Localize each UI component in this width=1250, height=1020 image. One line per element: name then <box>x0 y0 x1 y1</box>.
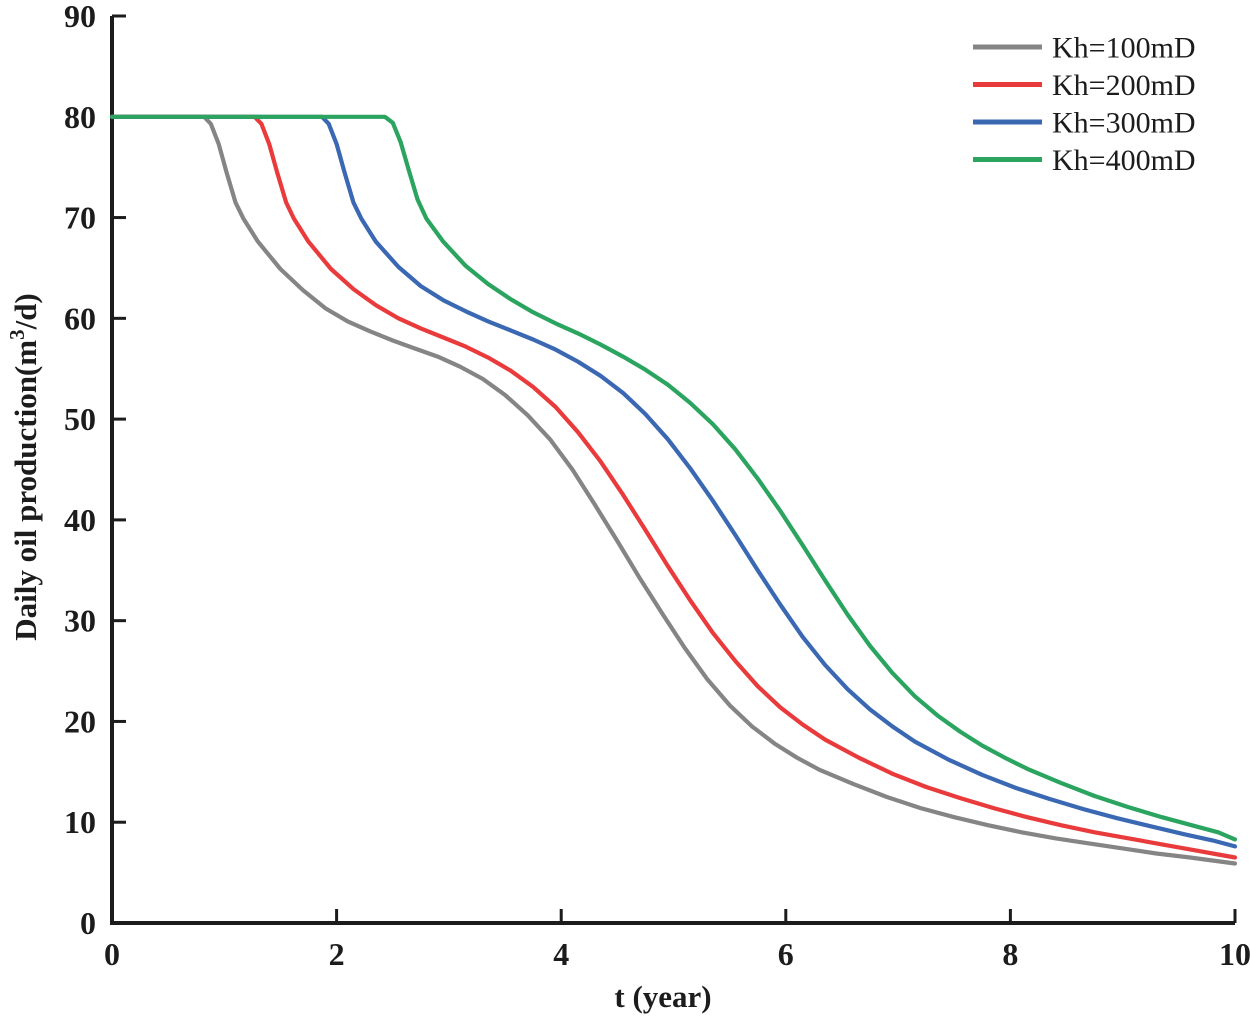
y-tick-label-90: 90 <box>64 0 96 34</box>
legend-item-kh-400md: Kh=400mD <box>973 144 1196 177</box>
x-tick-label-2: 2 <box>329 936 345 972</box>
x-tick-label-4: 4 <box>553 936 569 972</box>
legend-item-kh-200md: Kh=200mD <box>973 69 1196 102</box>
y-tick-label-40: 40 <box>64 502 96 538</box>
legend-label-kh-400md: Kh=400mD <box>1052 144 1196 177</box>
legend-label-kh-100md: Kh=100mD <box>1052 32 1196 65</box>
legend-item-kh-100md: Kh=100mD <box>973 32 1196 65</box>
series-line-kh-100md <box>109 114 1238 866</box>
series-line-kh-300md <box>109 114 1238 849</box>
y-tick-label-10: 10 <box>64 804 96 840</box>
x-tick-label-10: 10 <box>1219 936 1250 972</box>
y-tick-label-20: 20 <box>64 703 96 739</box>
x-tick-label-8: 8 <box>1002 936 1018 972</box>
y-tick-label-0: 0 <box>80 905 96 941</box>
y-tick-label-60: 60 <box>64 300 96 336</box>
series-line-kh-200md <box>109 114 1238 860</box>
legend-label-kh-200md: Kh=200mD <box>1052 69 1196 102</box>
x-axis-title: t (year) <box>614 979 711 1014</box>
y-tick-label-80: 80 <box>64 99 96 135</box>
legend: Kh=100mD Kh=200mD Kh=300mD Kh=400mD <box>973 32 1196 177</box>
x-tick-label-6: 6 <box>778 936 794 972</box>
legend-item-kh-300md: Kh=300mD <box>973 107 1196 140</box>
y-tick-label-30: 30 <box>64 603 96 639</box>
legend-label-kh-300md: Kh=300mD <box>1052 107 1196 140</box>
y-axis-title: Daily oil production(m3/d) <box>5 293 43 641</box>
x-tick-label-0: 0 <box>104 936 120 972</box>
series-line-kh-400md <box>109 114 1238 842</box>
y-tick-label-70: 70 <box>64 200 96 236</box>
y-tick-label-50: 50 <box>64 401 96 437</box>
